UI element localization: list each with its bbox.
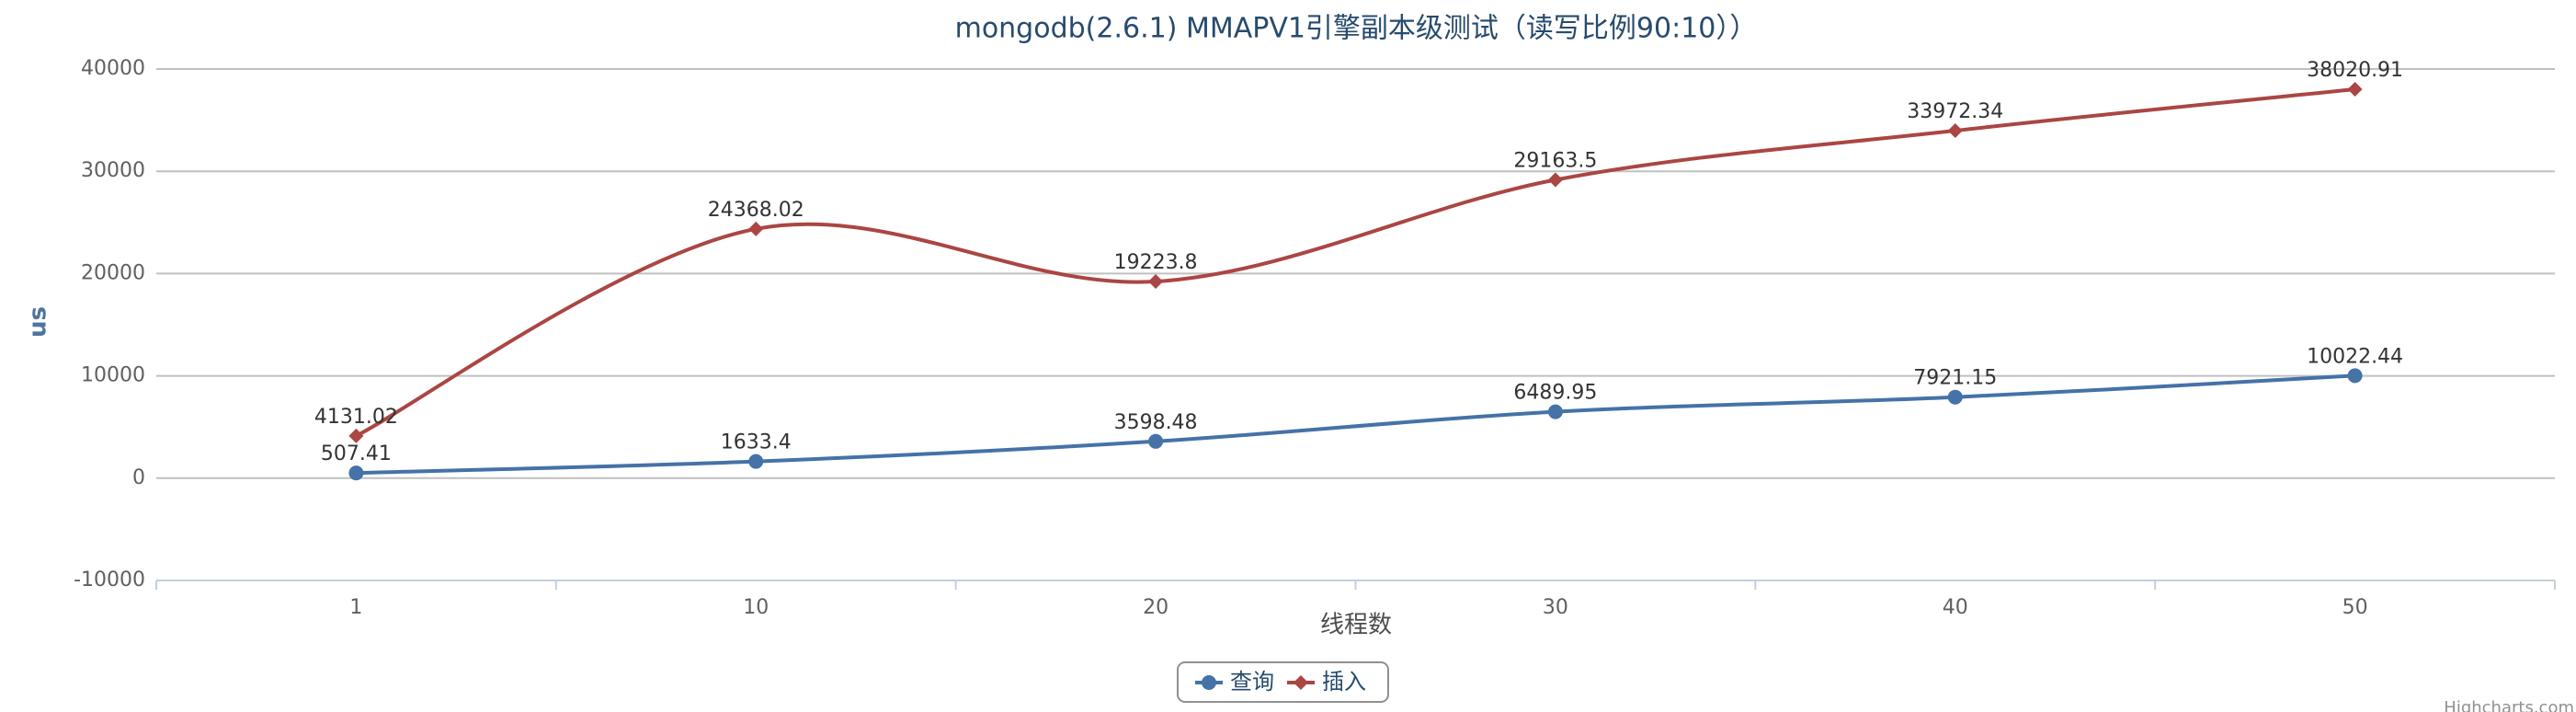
series-line [355,87,2355,438]
x-tick-label: 1 [349,596,362,619]
chart-title: mongodb(2.6.1) MMAPV1引擎副本级测试（读写比例90:10）） [955,13,1758,45]
data-label: 4131.02 [314,406,398,429]
data-label: 33972.34 [1907,100,2003,123]
x-axis-title: 线程数 [1320,612,1392,639]
data-point [2347,368,2363,384]
data-label: 29163.5 [1513,150,1597,173]
data-point [1547,172,1563,188]
y-axis-title: us [25,306,52,338]
legend-box [1177,661,1389,703]
y-tick-label: 10000 [81,364,145,387]
x-tick-label: 10 [743,596,769,619]
data-label: 10022.44 [2307,345,2403,368]
x-tick-label: 30 [1543,596,1568,619]
legend-label: 查询 [1230,669,1274,695]
data-label: 24368.02 [708,199,804,222]
data-label: 6489.95 [1513,382,1597,405]
data-point [748,454,764,469]
data-point [2347,82,2363,98]
data-point [348,465,364,481]
y-tick-label: 20000 [81,261,145,284]
x-tick-label: 40 [1943,596,1968,619]
y-tick-label: -10000 [74,568,145,591]
x-tick-label: 50 [2342,596,2368,619]
y-tick-label: 40000 [81,57,145,80]
data-label: 19223.8 [1114,251,1198,274]
data-label: 38020.91 [2307,59,2403,82]
data-point [1148,274,1164,290]
credits: Highcharts.com [2444,698,2574,712]
legend-label: 插入 [1322,669,1366,695]
data-point [1202,675,1216,690]
data-point [1148,433,1164,449]
series-line [356,373,2355,476]
data-label: 3598.48 [1114,411,1198,434]
data-label: 1633.4 [721,431,792,454]
data-point [1547,404,1563,419]
y-tick-label: 30000 [81,159,145,182]
data-point [1294,675,1308,690]
data-point [348,428,364,443]
x-tick-label: 20 [1143,596,1168,619]
data-label: 507.41 [321,442,392,465]
data-point [1947,123,1963,139]
data-point [748,221,764,236]
y-tick-label: 0 [132,466,145,489]
data-label: 7921.15 [1913,367,1997,390]
data-point [1947,389,1963,405]
